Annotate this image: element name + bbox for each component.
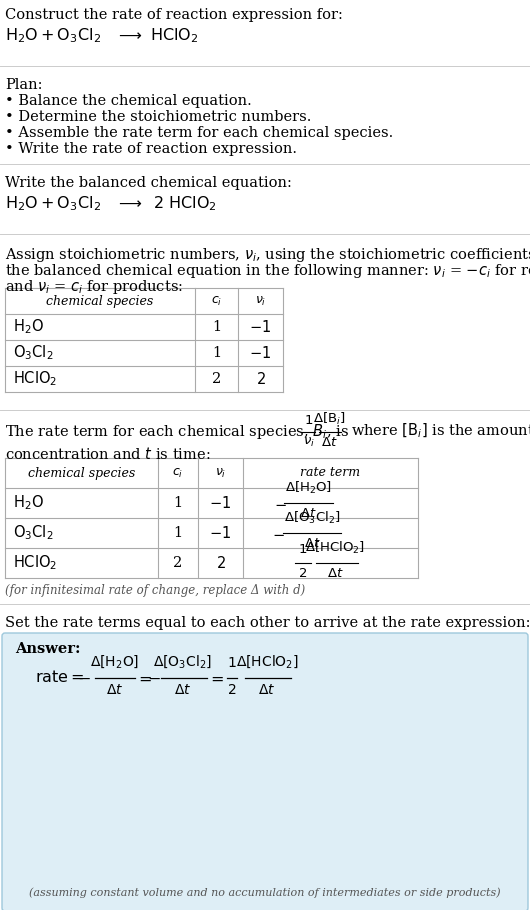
Text: $\nu_i$: $\nu_i$	[255, 295, 266, 308]
Text: and $\nu_i$ = $c_i$ for products:: and $\nu_i$ = $c_i$ for products:	[5, 278, 183, 296]
Text: 1: 1	[212, 320, 221, 334]
Text: $\Delta[\mathrm{B}_i]$: $\Delta[\mathrm{B}_i]$	[313, 411, 345, 427]
FancyBboxPatch shape	[2, 633, 528, 910]
Text: $c_i$: $c_i$	[172, 467, 183, 480]
Text: $\mathrm{rate} = $: $\mathrm{rate} = $	[35, 670, 84, 686]
Text: $\mathregular{HClO_2}$: $\mathregular{HClO_2}$	[150, 26, 198, 45]
Text: 1: 1	[173, 496, 182, 510]
Text: $1$: $1$	[304, 414, 314, 427]
Text: $=$: $=$	[207, 671, 224, 685]
Text: $\Delta[\mathrm{O_3Cl_2}]$: $\Delta[\mathrm{O_3Cl_2}]$	[284, 510, 341, 526]
Text: (assuming constant volume and no accumulation of intermediates or side products): (assuming constant volume and no accumul…	[29, 887, 501, 898]
Text: Assign stoichiometric numbers, $\nu_i$, using the stoichiometric coefficients, $: Assign stoichiometric numbers, $\nu_i$, …	[5, 246, 530, 264]
Text: concentration and $t$ is time:: concentration and $t$ is time:	[5, 446, 210, 462]
Text: • Determine the stoichiometric numbers.: • Determine the stoichiometric numbers.	[5, 110, 312, 124]
Text: Set the rate terms equal to each other to arrive at the rate expression:: Set the rate terms equal to each other t…	[5, 616, 530, 630]
Text: $1$: $1$	[227, 656, 237, 670]
Text: $-1$: $-1$	[250, 345, 271, 361]
Text: Construct the rate of reaction expression for:: Construct the rate of reaction expressio…	[5, 8, 343, 22]
Text: $\mathrm{H_2O}$: $\mathrm{H_2O}$	[13, 318, 44, 337]
Text: $-1$: $-1$	[209, 525, 232, 541]
Text: $\Delta t$: $\Delta t$	[321, 436, 337, 449]
Text: 2: 2	[212, 372, 221, 386]
Text: $\mathrm{HClO_2}$: $\mathrm{HClO_2}$	[13, 369, 57, 389]
Text: $\Delta[\mathrm{HClO_2}]$: $\Delta[\mathrm{HClO_2}]$	[305, 540, 366, 556]
Text: $\mathregular{H_2O + O_3Cl_2}$: $\mathregular{H_2O + O_3Cl_2}$	[5, 194, 101, 213]
Text: • Assemble the rate term for each chemical species.: • Assemble the rate term for each chemic…	[5, 126, 393, 140]
Text: $\mathregular{\longrightarrow}$: $\mathregular{\longrightarrow}$	[115, 27, 142, 42]
Text: $2$: $2$	[255, 371, 266, 387]
Text: Plan:: Plan:	[5, 78, 42, 92]
Text: Write the balanced chemical equation:: Write the balanced chemical equation:	[5, 176, 292, 190]
Text: $-$: $-$	[274, 496, 287, 511]
Text: $=$: $=$	[135, 671, 152, 685]
Text: $\mathrm{HClO_2}$: $\mathrm{HClO_2}$	[13, 553, 57, 572]
Text: $c_i$: $c_i$	[211, 295, 222, 308]
Text: $1$: $1$	[298, 543, 307, 556]
Text: $2$: $2$	[227, 683, 237, 697]
Text: Answer:: Answer:	[15, 642, 81, 656]
Text: $\Delta[\mathrm{H_2O}]$: $\Delta[\mathrm{H_2O}]$	[285, 480, 332, 496]
Text: chemical species: chemical species	[47, 295, 154, 308]
Text: $-$: $-$	[272, 525, 285, 541]
Text: $\mathrm{O_3Cl_2}$: $\mathrm{O_3Cl_2}$	[13, 344, 54, 362]
Text: $\Delta t$: $\Delta t$	[327, 567, 344, 580]
Text: $-$: $-$	[147, 671, 161, 685]
Text: $-$: $-$	[77, 671, 91, 685]
Text: $\Delta t$: $\Delta t$	[304, 537, 321, 550]
Text: $\mathregular{\longrightarrow}$: $\mathregular{\longrightarrow}$	[115, 195, 142, 210]
Text: $\nu_i$: $\nu_i$	[303, 436, 315, 450]
Text: where $[\mathrm{B}_i]$ is the amount: where $[\mathrm{B}_i]$ is the amount	[351, 422, 530, 440]
Text: $2$: $2$	[298, 567, 307, 580]
Text: 1: 1	[173, 526, 182, 540]
Text: $\mathrm{H_2O}$: $\mathrm{H_2O}$	[13, 493, 44, 512]
Text: • Write the rate of reaction expression.: • Write the rate of reaction expression.	[5, 142, 297, 156]
Text: $\Delta t$: $\Delta t$	[174, 683, 192, 697]
Text: $\Delta[\mathrm{H_2O}]$: $\Delta[\mathrm{H_2O}]$	[90, 653, 139, 670]
Text: 1: 1	[212, 346, 221, 360]
Text: (for infinitesimal rate of change, replace Δ with d): (for infinitesimal rate of change, repla…	[5, 584, 305, 597]
Text: $\Delta[\mathrm{O_3Cl_2}]$: $\Delta[\mathrm{O_3Cl_2}]$	[154, 653, 213, 670]
Text: $\Delta[\mathrm{HClO_2}]$: $\Delta[\mathrm{HClO_2}]$	[235, 653, 298, 670]
Text: $\nu_i$: $\nu_i$	[215, 467, 226, 480]
Text: $\Delta t$: $\Delta t$	[258, 683, 276, 697]
Text: $2$: $2$	[216, 555, 225, 571]
Text: $-1$: $-1$	[250, 319, 271, 335]
Text: rate term: rate term	[301, 467, 360, 480]
Text: the balanced chemical equation in the following manner: $\nu_i$ = $-c_i$ for rea: the balanced chemical equation in the fo…	[5, 262, 530, 280]
Text: $\Delta t$: $\Delta t$	[300, 507, 317, 520]
Text: • Balance the chemical equation.: • Balance the chemical equation.	[5, 94, 252, 108]
Text: The rate term for each chemical species, $B_i$, is: The rate term for each chemical species,…	[5, 422, 349, 441]
Text: $\Delta t$: $\Delta t$	[107, 683, 123, 697]
Text: 2: 2	[173, 556, 183, 570]
Text: chemical species: chemical species	[28, 467, 135, 480]
Text: $\mathregular{2\ HClO_2}$: $\mathregular{2\ HClO_2}$	[153, 194, 217, 213]
Text: $\mathregular{H_2O + O_3Cl_2}$: $\mathregular{H_2O + O_3Cl_2}$	[5, 26, 101, 45]
Text: $-1$: $-1$	[209, 495, 232, 511]
Text: $\mathrm{O_3Cl_2}$: $\mathrm{O_3Cl_2}$	[13, 523, 54, 542]
